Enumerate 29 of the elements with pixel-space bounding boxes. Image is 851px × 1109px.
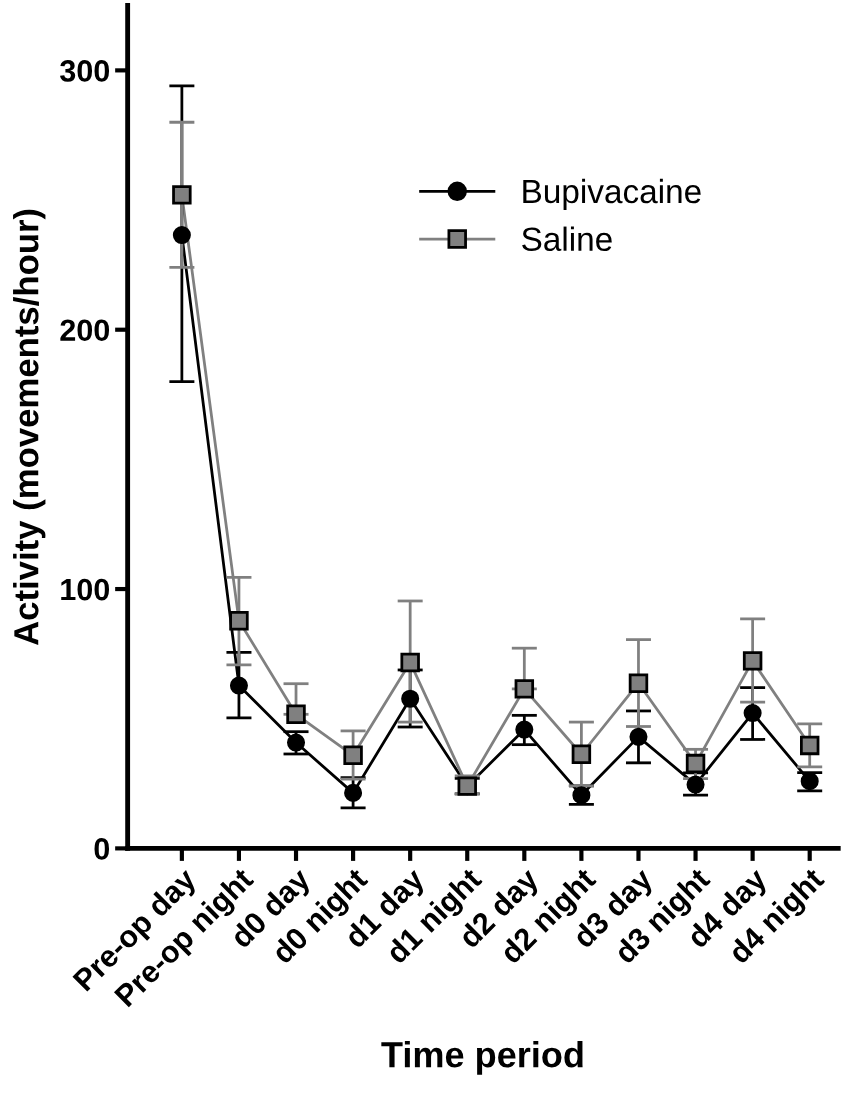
point <box>685 753 706 774</box>
point <box>742 651 763 671</box>
y-tick-label: 300 <box>60 60 110 82</box>
point <box>229 610 249 631</box>
point <box>515 720 534 739</box>
point <box>628 673 649 693</box>
point <box>286 704 306 725</box>
y-tick-label: 0 <box>94 838 110 860</box>
point <box>172 226 191 245</box>
legend-label: Bupivacaine <box>523 178 701 210</box>
y-tick-label: 100 <box>61 578 110 601</box>
point <box>401 689 420 708</box>
point <box>343 745 363 766</box>
point <box>514 679 535 699</box>
point <box>629 727 648 746</box>
point <box>172 185 192 205</box>
point <box>800 772 819 791</box>
legend-label: Saline <box>522 226 612 252</box>
point <box>743 703 762 723</box>
point <box>799 735 820 756</box>
point <box>686 775 705 794</box>
point <box>344 783 363 802</box>
point <box>571 744 592 764</box>
x-axis-title: Time period <box>381 1040 583 1075</box>
y-tick-label: 200 <box>60 319 110 342</box>
point <box>572 786 591 805</box>
point <box>229 676 248 695</box>
y-axis-title: Activity (movements/hour) <box>13 209 46 646</box>
point <box>400 652 420 673</box>
